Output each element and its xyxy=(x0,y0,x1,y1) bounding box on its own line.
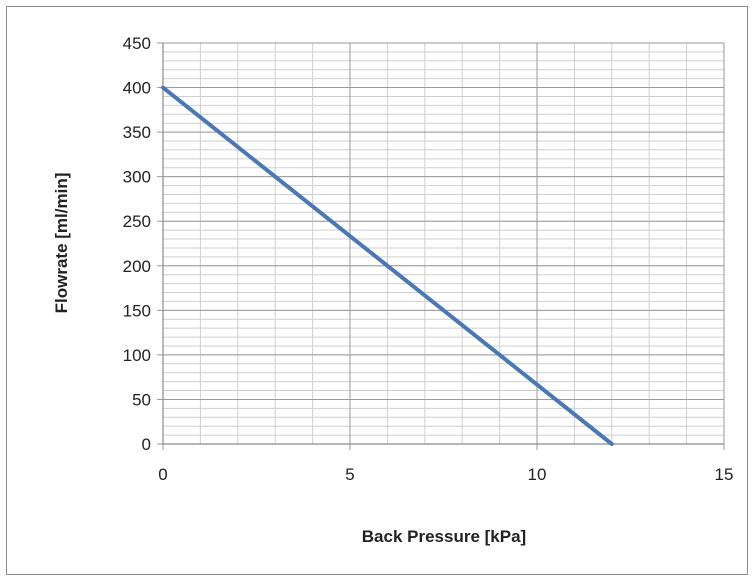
y-tick-label: 350 xyxy=(123,123,151,142)
y-tick-label: 50 xyxy=(132,390,151,409)
y-tick-label: 400 xyxy=(123,79,151,98)
x-axis-label: Back Pressure [kPa] xyxy=(362,527,526,546)
y-tick-label: 450 xyxy=(123,34,151,53)
y-tick-label: 0 xyxy=(142,435,151,454)
y-tick-label: 300 xyxy=(123,168,151,187)
y-tick-label: 200 xyxy=(123,257,151,276)
y-tick-label: 100 xyxy=(123,346,151,365)
y-axis-label: Flowrate [ml/min] xyxy=(52,173,71,314)
series-layer xyxy=(161,85,614,446)
y-tick-label: 150 xyxy=(123,301,151,320)
x-tick-labels: 0 5 10 15 xyxy=(158,465,733,484)
x-tick-label: 5 xyxy=(345,465,354,484)
x-tick-label: 0 xyxy=(158,465,167,484)
minor-grid xyxy=(162,42,725,445)
y-tick-label: 250 xyxy=(123,212,151,231)
x-tick-label: 10 xyxy=(528,465,547,484)
series-line-0 xyxy=(161,85,614,446)
x-tick-label: 15 xyxy=(715,465,734,484)
y-tick-labels: 0 50 100 150 200 250 300 350 400 450 xyxy=(123,34,151,454)
chart-frame xyxy=(6,6,748,575)
major-grid xyxy=(157,42,725,450)
